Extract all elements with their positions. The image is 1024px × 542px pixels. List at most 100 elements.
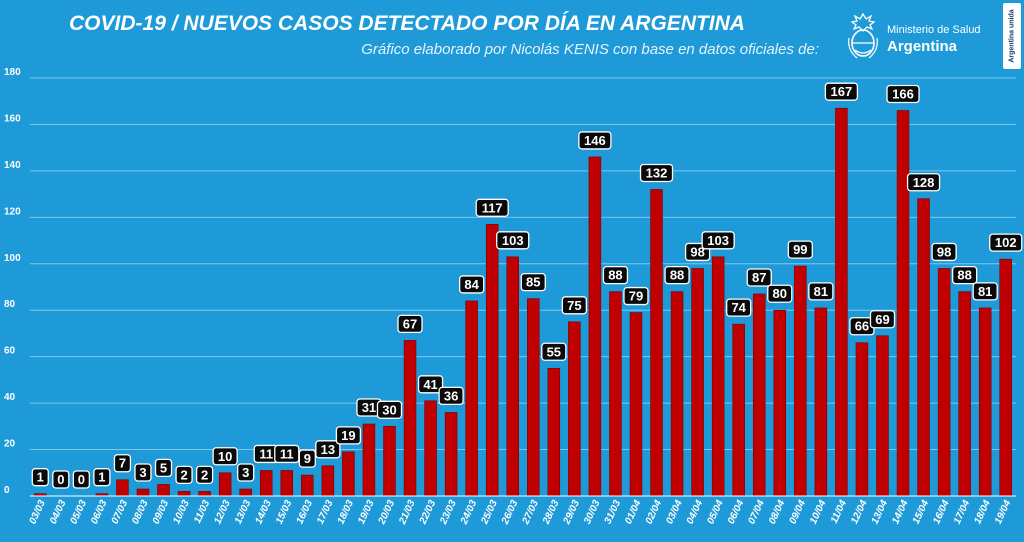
data-label-box bbox=[93, 468, 111, 487]
bar bbox=[527, 298, 540, 497]
x-tick-label: 06/04 bbox=[726, 498, 747, 526]
x-tick-label: 19/04 bbox=[993, 498, 1014, 526]
data-label: 88 bbox=[670, 268, 684, 283]
data-label-box bbox=[475, 198, 509, 217]
data-label-box bbox=[906, 173, 941, 192]
data-label: 99 bbox=[793, 242, 807, 257]
x-tick-label: 03/04 bbox=[664, 498, 685, 526]
data-label: 88 bbox=[608, 268, 622, 283]
data-label-box bbox=[578, 131, 612, 150]
x-tick-label: 26/03 bbox=[499, 498, 520, 527]
data-label: 98 bbox=[690, 244, 704, 259]
bar bbox=[239, 488, 252, 497]
x-tick-label: 12/03 bbox=[212, 498, 233, 526]
y-tick-label: 60 bbox=[4, 346, 16, 357]
x-tick-label: 15/04 bbox=[911, 498, 932, 526]
data-label-box bbox=[623, 286, 649, 306]
bar bbox=[629, 312, 643, 497]
bar bbox=[855, 342, 869, 497]
data-label-box bbox=[602, 265, 629, 285]
data-label: 79 bbox=[629, 289, 643, 304]
x-tick-label: 09/04 bbox=[787, 498, 808, 526]
x-tick-label: 11/04 bbox=[829, 498, 849, 525]
bar bbox=[321, 465, 335, 497]
data-label: 75 bbox=[567, 298, 581, 313]
logo-org-text: Ministerio de Salud bbox=[887, 24, 981, 36]
x-tick-label: 04/04 bbox=[685, 498, 706, 526]
bar bbox=[896, 110, 910, 497]
bar bbox=[259, 470, 273, 497]
x-tick-label: 02/04 bbox=[644, 498, 665, 526]
bar bbox=[485, 224, 499, 497]
data-label: 10 bbox=[218, 449, 232, 464]
data-label: 3 bbox=[139, 465, 146, 480]
data-label-box bbox=[767, 284, 793, 303]
y-tick-label: 80 bbox=[4, 299, 16, 310]
data-label: 2 bbox=[180, 467, 187, 482]
chart-subtitle: Gráfico elaborado por Nicolás KENIS con … bbox=[361, 41, 819, 58]
data-label: 132 bbox=[646, 165, 668, 180]
data-label: 41 bbox=[423, 377, 437, 392]
x-tick-label: 20/03 bbox=[376, 498, 397, 527]
data-label-box bbox=[520, 272, 546, 292]
x-tick-label: 13/03 bbox=[233, 498, 254, 526]
x-tick-label: 07/04 bbox=[746, 498, 767, 526]
argentina-unida-badge: Argentina unida bbox=[1003, 3, 1021, 69]
bar bbox=[978, 307, 992, 497]
data-label: 30 bbox=[382, 402, 396, 417]
bar bbox=[177, 491, 191, 497]
data-label: 128 bbox=[913, 175, 935, 190]
bar bbox=[383, 426, 396, 497]
bar bbox=[670, 291, 684, 497]
x-tick-label: 29/03 bbox=[561, 498, 582, 527]
data-label-box bbox=[972, 282, 998, 301]
data-label-box bbox=[417, 375, 444, 394]
data-label: 84 bbox=[464, 277, 479, 292]
data-label: 11 bbox=[259, 446, 273, 461]
data-label: 2 bbox=[201, 467, 208, 482]
argentina-unida-text: Argentina unida bbox=[1008, 9, 1016, 63]
data-label-box bbox=[989, 233, 1023, 252]
data-label-box bbox=[824, 82, 859, 101]
bar bbox=[342, 451, 355, 497]
data-label-box bbox=[298, 449, 316, 468]
data-label: 7 bbox=[119, 456, 126, 471]
x-tick-label: 16/04 bbox=[931, 498, 952, 526]
data-label: 74 bbox=[731, 300, 746, 315]
x-tick-label: 17/03 bbox=[315, 498, 336, 526]
data-label: 103 bbox=[502, 233, 524, 248]
data-label-box bbox=[886, 84, 920, 104]
logo-country-text: Argentina bbox=[887, 38, 958, 55]
data-label: 146 bbox=[584, 133, 606, 148]
bar bbox=[218, 472, 232, 497]
bar bbox=[732, 323, 745, 497]
y-tick-label: 140 bbox=[4, 160, 21, 171]
bar bbox=[588, 156, 602, 497]
bar bbox=[444, 412, 458, 497]
bar bbox=[568, 321, 581, 497]
bar bbox=[752, 293, 766, 497]
y-tick-label: 160 bbox=[4, 113, 21, 124]
x-tick-label: 31/03 bbox=[603, 498, 624, 526]
data-label: 9 bbox=[304, 451, 311, 466]
chart-title: COVID-19 / NUEVOS CASOS DETECTADO POR DÍ… bbox=[69, 12, 745, 35]
bar bbox=[506, 256, 519, 497]
data-label-box bbox=[726, 298, 752, 317]
x-tick-label: 30/03 bbox=[582, 498, 603, 526]
x-tick-label: 12/04 bbox=[849, 498, 870, 526]
data-label: 0 bbox=[57, 472, 64, 487]
bar bbox=[773, 309, 787, 497]
x-tick-label: 24/03 bbox=[458, 498, 479, 527]
x-tick-label: 08/04 bbox=[767, 498, 788, 526]
x-tick-label: 17/04 bbox=[952, 498, 973, 526]
data-label: 3 bbox=[242, 465, 249, 480]
bar bbox=[711, 256, 725, 497]
bar bbox=[403, 340, 417, 497]
y-tick-label: 120 bbox=[4, 206, 21, 217]
x-tick-label: 01/04 bbox=[623, 498, 644, 526]
x-tick-label: 07/03 bbox=[110, 498, 131, 526]
x-tick-label: 18/04 bbox=[972, 498, 993, 526]
data-label-box bbox=[808, 282, 834, 301]
